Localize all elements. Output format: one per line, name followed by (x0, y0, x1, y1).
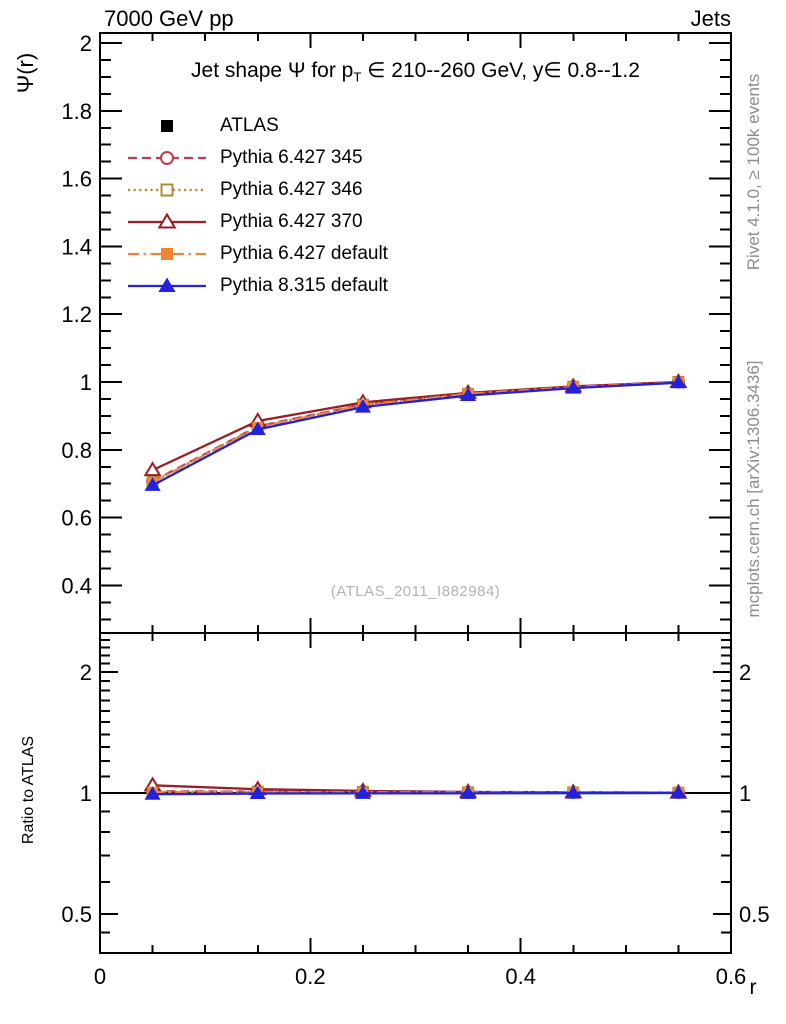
triangle-filled-marker (354, 785, 372, 799)
square-open-marker (160, 183, 174, 197)
series-line (152, 381, 679, 487)
analysis-id-watermark: (ATLAS_2011_I882984) (330, 583, 501, 600)
triangle-filled-marker (565, 380, 582, 394)
x-axis-label: r (749, 976, 757, 999)
plot-title: Jet shape Ψ for pT ∈ 210--260 GeV, y∈ 0.… (100, 58, 731, 85)
tick-label: 1.6 (61, 167, 92, 192)
y-axis-label-top: Ψ(r) (13, 52, 38, 94)
tick-label: 1.8 (61, 99, 92, 124)
tick-label: 0.8 (61, 438, 92, 463)
triangle-filled-marker (249, 421, 266, 435)
legend-label: Pythia 6.427 370 (220, 211, 363, 232)
tick-label: 1 (80, 370, 92, 395)
beam-energy-label: 7000 GeV pp (104, 6, 234, 31)
legend-sample-triangle-open (128, 212, 206, 229)
legend-item-5: Pythia 8.315 default (128, 270, 388, 302)
tick-label: 0.6 (61, 506, 92, 531)
tick-label: 0.4 (61, 573, 92, 598)
triangle-filled-marker (459, 785, 477, 799)
series-line (152, 791, 679, 796)
legend-sample-square-open (128, 183, 206, 197)
legend-item-1: Pythia 6.427 345 (128, 142, 388, 174)
plot-title-pre: Jet shape Ψ for p (191, 59, 354, 82)
legend-item-3: Pythia 6.427 370 (128, 206, 388, 238)
legend-item-2: Pythia 6.427 346 (128, 174, 388, 206)
triangle-open-marker (143, 461, 162, 477)
y-axis-label-ratio: Ratio to ATLAS (20, 735, 37, 845)
triangle-filled-marker (459, 387, 477, 402)
tick-label: 2 (80, 660, 92, 685)
tick-label: 0.5 (61, 902, 92, 927)
legend-sample-square-filled (128, 248, 206, 260)
triangle-filled-marker (565, 785, 582, 799)
tick-label: 1 (80, 781, 92, 806)
triangle-filled-marker (158, 277, 176, 292)
legend-label: Pythia 6.427 345 (220, 147, 363, 168)
rivet-version-note: Rivet 4.1.0, ≥ 100k events (744, 73, 763, 271)
tick-label: 1.2 (61, 302, 92, 327)
legend-item-4: Pythia 6.427 default (128, 238, 388, 270)
triangle-filled-marker (670, 785, 687, 799)
series-line (152, 380, 679, 472)
plot-title-post: ∈ 210--260 GeV, y∈ 0.8--1.2 (361, 59, 640, 82)
legend-label: ATLAS (220, 115, 279, 136)
plot-title-subscript: T (353, 69, 362, 85)
legend-sample-triangle-filled (128, 277, 206, 292)
legend: ATLAS Pythia 6.427 345 Pythia 6.427 346 Pyt… (128, 110, 388, 302)
triangle-filled-marker (144, 786, 161, 800)
legend-label: Pythia 6.427 default (220, 243, 388, 264)
tick-label: 0.6 (716, 964, 747, 989)
legend-sample-circle-open (128, 151, 206, 165)
tick-label: 0.4 (505, 964, 536, 989)
tick-label: 2 (80, 31, 92, 56)
tick-label: 1 (739, 781, 751, 806)
tick-label: 1.4 (61, 234, 92, 259)
process-label: Jets (690, 6, 731, 31)
legend-label: Pythia 8.315 default (220, 275, 388, 296)
triangle-open-marker (157, 212, 177, 229)
tick-label: 0.5 (739, 902, 770, 927)
legend-label: Pythia 6.427 346 (220, 179, 363, 200)
legend-sample-square-filled (161, 120, 173, 132)
square-filled-marker (161, 248, 173, 260)
triangle-filled-marker (354, 399, 372, 413)
mcplots-attribution-note: mcplots.cern.ch [arXiv:1306.3436] (744, 360, 763, 618)
square-filled-marker (161, 120, 173, 132)
triangle-filled-marker (249, 785, 266, 800)
triangle-filled-marker (144, 477, 161, 491)
tick-label: 0 (94, 964, 106, 989)
tick-label: 0.2 (295, 964, 326, 989)
tick-label: 2 (739, 660, 751, 685)
legend-item-0: ATLAS (128, 110, 388, 142)
circle-open-marker (160, 151, 174, 165)
triangle-filled-marker (670, 374, 687, 389)
